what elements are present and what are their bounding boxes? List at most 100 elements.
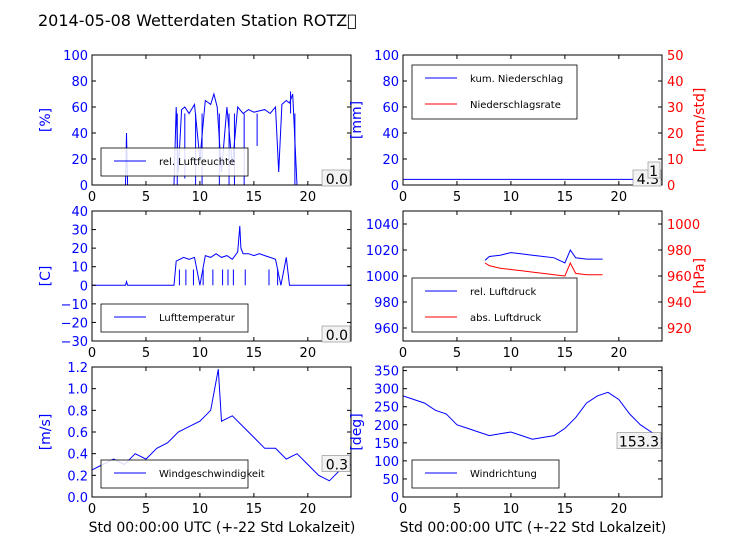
x-tick-label: 5 bbox=[142, 502, 150, 517]
current-value-box bbox=[616, 432, 662, 449]
legend-box bbox=[100, 147, 249, 177]
y-tick-label: 60 bbox=[382, 101, 399, 116]
legend: Windrichtung bbox=[411, 459, 560, 489]
y-tick-label: 0.8 bbox=[67, 404, 88, 419]
y2-tick-label: 30 bbox=[667, 101, 684, 116]
figure-title: 2014-05-08 Wetterdaten Station ROTZ  bbox=[38, 11, 357, 30]
y-tick-label: 0 bbox=[80, 179, 88, 194]
series-line-Windgeschwindigkeit bbox=[92, 369, 351, 482]
y-tick-label: 40 bbox=[382, 127, 399, 142]
plot-frame bbox=[402, 366, 663, 498]
legend-box bbox=[411, 277, 578, 333]
x-tick-label: 15 bbox=[246, 346, 263, 361]
x-tick-label: 15 bbox=[246, 502, 263, 517]
y2-tick-label: 1000 bbox=[667, 218, 700, 233]
plot-frame bbox=[91, 210, 352, 342]
x-tick-label: 15 bbox=[557, 346, 574, 361]
current-value: 153.3 bbox=[619, 435, 659, 451]
y2-axis-label: [hPa] bbox=[692, 258, 708, 294]
y2-tick-label: 50 bbox=[667, 49, 684, 64]
y-tick-label: 0 bbox=[391, 491, 399, 506]
y-tick-label: 0 bbox=[80, 279, 88, 294]
legend: Windgeschwindigkeit bbox=[100, 459, 265, 489]
x-tick-label: 15 bbox=[246, 190, 263, 205]
x-tick-label: 10 bbox=[192, 190, 209, 205]
x-tick-label: 0 bbox=[399, 502, 407, 517]
x-tick-label: 10 bbox=[192, 502, 209, 517]
y-tick-label: 20 bbox=[71, 242, 88, 257]
current-value: 0.0 bbox=[326, 172, 348, 188]
y-axis-label: [m/s] bbox=[38, 414, 54, 451]
y-axis-label: [%] bbox=[38, 108, 54, 132]
y-tick-label: 0 bbox=[391, 179, 399, 194]
legend: rel. Luftdruck abs. Luftdruck bbox=[411, 277, 578, 333]
y-tick-label: 100 bbox=[63, 49, 88, 64]
current-value-box bbox=[321, 325, 351, 343]
chart-humidity: 0 5 10 15 20 0 20 40 60 80 100 [%] rel. Luftfeuchte 0… bbox=[38, 49, 352, 205]
x-axis-label-right: Std 00:00:00 UTC (+-22 Std Lokalzeit) bbox=[400, 520, 667, 536]
x-tick-label: 0 bbox=[88, 190, 96, 205]
y2-tick-label: 40 bbox=[667, 75, 684, 90]
x-axis-label-left: Std 00:00:00 UTC (+-22 Std Lokalzeit) bbox=[89, 520, 356, 536]
y-tick-label: 960 bbox=[374, 322, 399, 337]
y-tick-label: 60 bbox=[71, 101, 88, 116]
y-tick-label: 20 bbox=[71, 153, 88, 168]
y-tick-label: −20 bbox=[61, 316, 88, 331]
y-tick-label: 80 bbox=[71, 75, 88, 90]
x-tick-label: 20 bbox=[611, 502, 628, 517]
x-tick-label: 5 bbox=[453, 346, 461, 361]
y-axis-label: [C] bbox=[38, 266, 54, 287]
y-tick-label: 80 bbox=[382, 75, 399, 90]
legend-entry: Windrichtung bbox=[470, 469, 537, 480]
y-tick-label: 50 bbox=[382, 473, 399, 488]
x-tick-label: 20 bbox=[300, 346, 317, 361]
y2-axis-label: [mm/std] bbox=[692, 88, 708, 153]
chart-precipitation: 0 5 10 15 20 0 20 40 60 80 100 0 10 20 30 40 50 [mm] [mm/s… bbox=[349, 49, 708, 205]
legend-entry: abs. Luftdruck bbox=[470, 313, 541, 324]
y-tick-label: −10 bbox=[61, 298, 88, 313]
plot-frame bbox=[91, 54, 352, 186]
y-tick-label: 0.4 bbox=[67, 448, 88, 463]
chart-wind_speed: 0 5 10 15 20 0.0 0.2 0.4 0.6 0.8 1.0 1.2 [m/s] Windge… bbox=[38, 361, 352, 517]
x-tick-label: 5 bbox=[142, 190, 150, 205]
legend-entry: Windgeschwindigkeit bbox=[159, 469, 265, 480]
y-tick-label: −30 bbox=[61, 335, 88, 350]
y-tick-label: 30 bbox=[71, 224, 88, 239]
current-value-2: 1 bbox=[649, 164, 658, 180]
x-tick-label: 10 bbox=[503, 346, 520, 361]
x-tick-label: 15 bbox=[557, 502, 574, 517]
legend: kum. Niederschlag Niederschlagsrate bbox=[411, 64, 578, 120]
y-axis-label: [mm] bbox=[349, 101, 365, 139]
legend-entry: Niederschlagsrate bbox=[470, 100, 561, 111]
legend-box bbox=[411, 459, 560, 489]
plot-frame bbox=[402, 54, 663, 186]
x-tick-label: 20 bbox=[611, 190, 628, 205]
y-tick-label: 10 bbox=[71, 261, 88, 276]
x-tick-label: 5 bbox=[453, 502, 461, 517]
x-tick-label: 20 bbox=[300, 502, 317, 517]
y-tick-label: 100 bbox=[374, 455, 399, 470]
y2-tick-label: 0 bbox=[667, 179, 675, 194]
y2-tick-label: 960 bbox=[667, 270, 692, 285]
y-tick-label: 300 bbox=[374, 383, 399, 398]
x-tick-label: 0 bbox=[88, 502, 96, 517]
chart-temperature: 0 5 10 15 20 40 30 20 10 0 −10 −20 −30 [C] Lufttempera… bbox=[38, 205, 352, 361]
legend-box bbox=[100, 459, 249, 489]
legend-entry: rel. Luftfeuchte bbox=[159, 157, 235, 168]
y-tick-label: 20 bbox=[382, 153, 399, 168]
x-tick-label: 0 bbox=[88, 346, 96, 361]
y-tick-label: 150 bbox=[374, 437, 399, 452]
y-tick-label: 0.0 bbox=[67, 491, 88, 506]
y-axis-label: [deg] bbox=[349, 413, 365, 450]
y-tick-label: 100 bbox=[374, 49, 399, 64]
y-tick-label: 0.2 bbox=[67, 469, 88, 484]
y-tick-label: 200 bbox=[374, 419, 399, 434]
x-tick-label: 0 bbox=[399, 190, 407, 205]
y-tick-label: 40 bbox=[71, 205, 88, 220]
x-tick-label: 10 bbox=[503, 502, 520, 517]
y-tick-label: 1.2 bbox=[67, 361, 88, 376]
current-value: 0.3 bbox=[326, 458, 348, 474]
x-tick-label: 10 bbox=[503, 190, 520, 205]
series-line-rel. Luftdruck bbox=[484, 248, 603, 264]
